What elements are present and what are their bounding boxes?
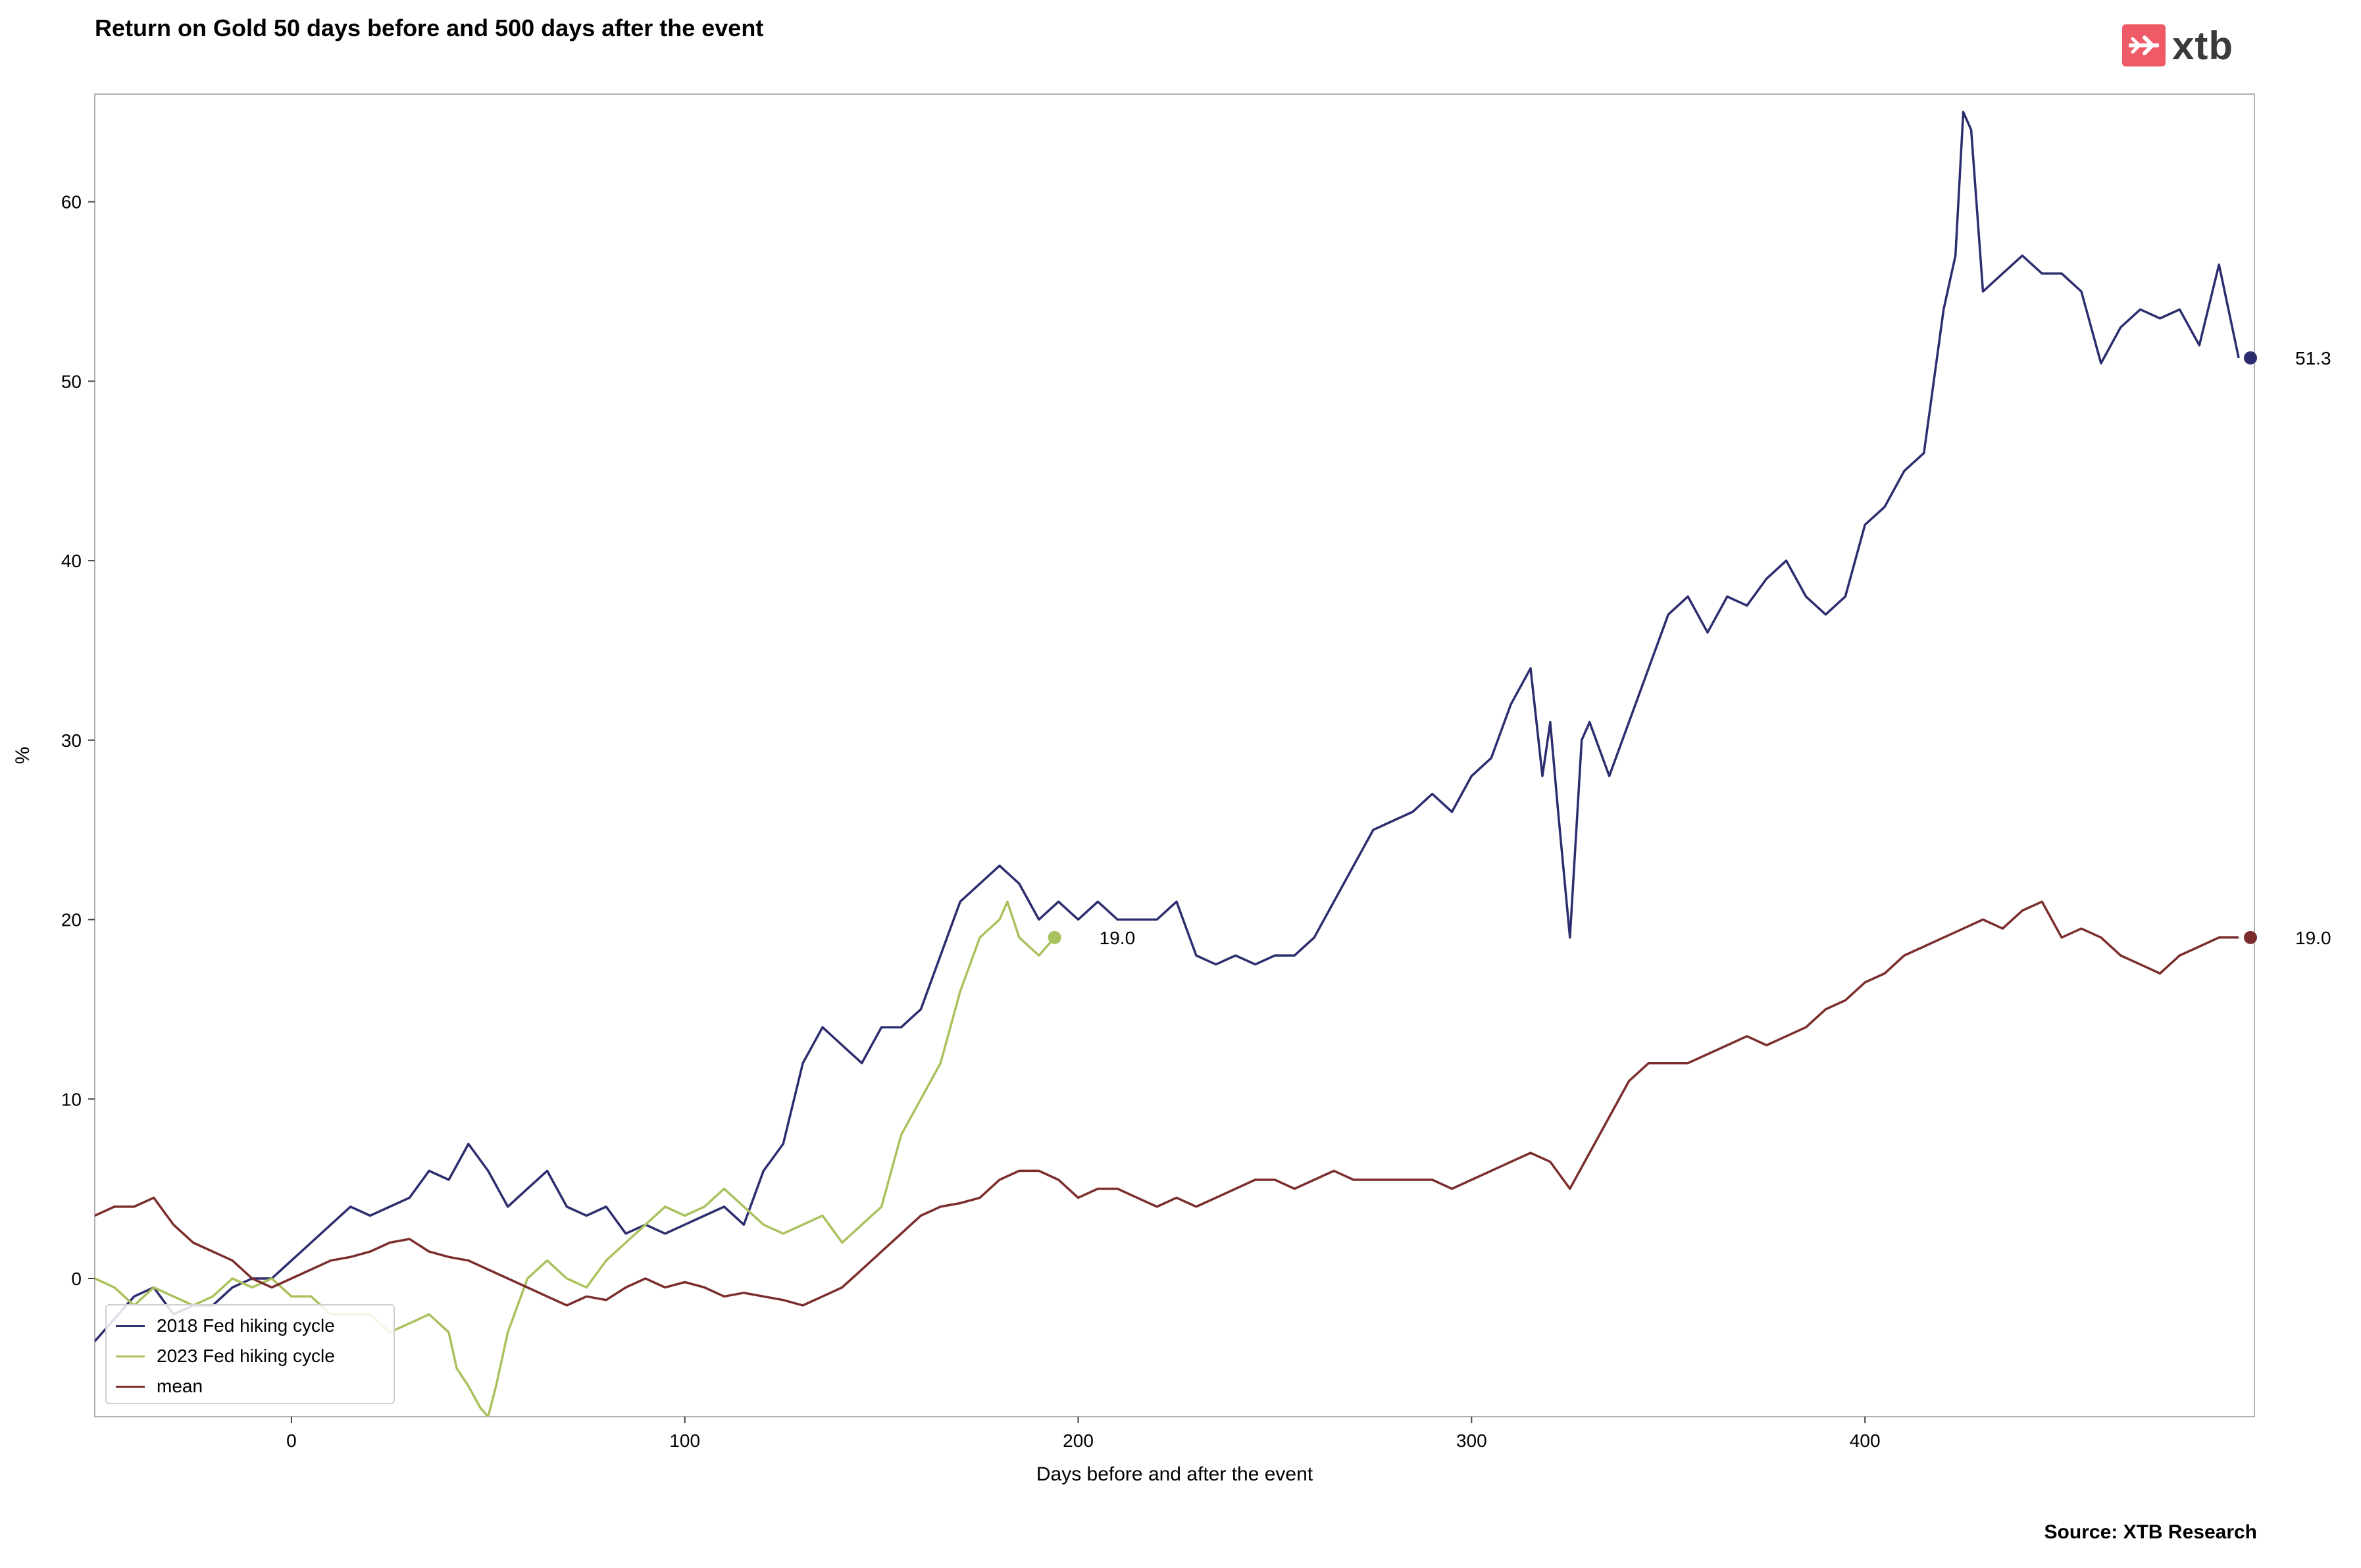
y-tick-label: 30 xyxy=(61,730,82,751)
legend-swatch-2023 xyxy=(116,1355,145,1357)
legend-item-2018: 2018 Fed hiking cycle xyxy=(116,1311,384,1341)
y-tick-label: 10 xyxy=(61,1089,82,1109)
xtb-logo-text: xtb xyxy=(2172,23,2233,68)
legend-swatch-2018 xyxy=(116,1325,145,1327)
chart-title: Return on Gold 50 days before and 500 da… xyxy=(95,14,764,41)
legend-swatch-mean xyxy=(116,1385,145,1388)
legend-item-mean: mean xyxy=(116,1371,384,1402)
end-marker-0 xyxy=(2244,351,2258,365)
source-note: Source: XTB Research xyxy=(2044,1521,2257,1543)
y-tick-label: 50 xyxy=(61,371,82,392)
y-tick-label: 60 xyxy=(61,192,82,213)
plot-frame xyxy=(94,93,2255,1417)
legend-label-2018: 2018 Fed hiking cycle xyxy=(157,1315,335,1336)
end-value-label-2: 19.0 xyxy=(2295,928,2331,948)
legend-label-2023: 2023 Fed hiking cycle xyxy=(157,1346,335,1366)
x-tick-label: 100 xyxy=(669,1430,700,1451)
series-line-0 xyxy=(95,111,2240,1342)
x-tick-label: 300 xyxy=(1456,1430,1487,1451)
x-tick-label: 400 xyxy=(1850,1430,1881,1451)
series-layer: 51.3 19.0 19.0 xyxy=(95,111,2331,1417)
end-marker-2 xyxy=(2244,930,2258,944)
x-tick-label: 200 xyxy=(1063,1430,1094,1451)
series-line-1 xyxy=(95,900,1056,1417)
x-tick-label: 0 xyxy=(286,1430,297,1451)
x-axis: 0 100 200 300 400 xyxy=(286,1417,1881,1451)
series-line-2 xyxy=(95,900,2239,1307)
end-value-label-0: 51.3 xyxy=(2295,348,2331,368)
x-axis-label: Days before and after the event xyxy=(1036,1463,1313,1485)
y-tick-label: 0 xyxy=(71,1269,82,1289)
legend-label-mean: mean xyxy=(157,1376,203,1396)
xtb-logo: xtb xyxy=(2122,23,2233,68)
legend-item-2023: 2023 Fed hiking cycle xyxy=(116,1341,384,1371)
y-axis: 0 10 20 30 40 50 60 xyxy=(61,192,95,1289)
legend: 2018 Fed hiking cycle 2023 Fed hiking cy… xyxy=(105,1304,395,1404)
end-value-label-1: 19.0 xyxy=(1100,928,1136,948)
end-marker-1 xyxy=(1048,930,1061,944)
y-axis-label: % xyxy=(12,747,34,765)
y-tick-label: 20 xyxy=(61,910,82,930)
xtb-logo-icon xyxy=(2122,24,2166,66)
y-tick-label: 40 xyxy=(61,551,82,571)
